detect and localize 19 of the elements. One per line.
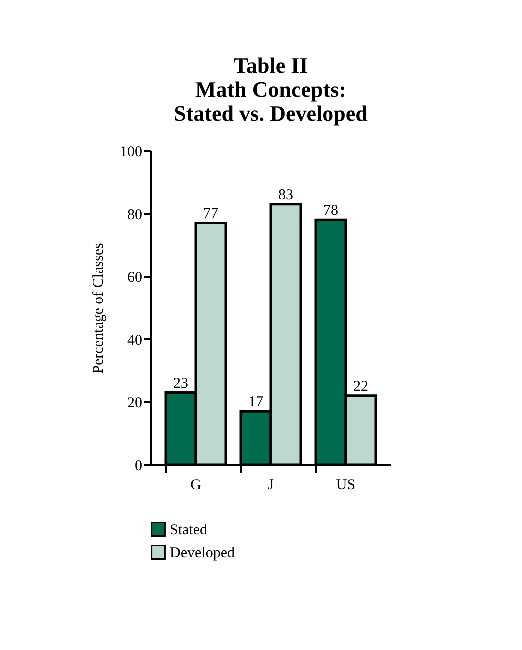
chart-title: Table II Math Concepts: Stated vs. Developed (174, 53, 368, 126)
y-tick-label: 100 (120, 144, 142, 160)
x-tick-label: J (268, 478, 274, 494)
x-tick-label: US (336, 478, 356, 494)
data-label: 78 (324, 203, 338, 220)
legend-label: Stated (170, 522, 208, 538)
data-label: 22 (354, 378, 368, 395)
y-tick-label: 0 (135, 458, 142, 474)
y-tick-label: 20 (128, 396, 142, 412)
x-tick-label: G (190, 478, 202, 494)
legend-label: Developed (170, 546, 236, 562)
y-axis-title: Percentage of Classes (91, 242, 107, 374)
data-label: 83 (278, 187, 294, 204)
data-label: 17 (248, 394, 264, 411)
y-tick-label: 80 (128, 207, 142, 224)
y-tick-label: 40 (128, 332, 142, 349)
data-label: 77 (204, 206, 219, 222)
data-label: 23 (174, 376, 188, 392)
y-tick-label: 60 (128, 270, 142, 286)
